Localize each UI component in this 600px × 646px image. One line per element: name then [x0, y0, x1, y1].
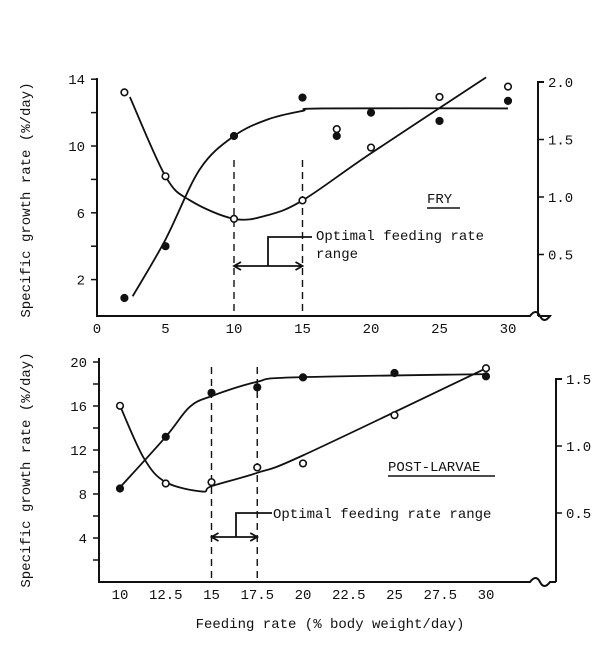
- post-larvae-y-axis-label: Specific growth rate (%/day): [19, 352, 35, 587]
- post-larvae-filled-data-point: [115, 484, 125, 493]
- post-larvae-y-tick-label: 8: [79, 488, 87, 504]
- fry-right-tick-label: 1.0: [548, 191, 573, 207]
- post-larvae-optimal-range-label: Optimal feeding rate range: [273, 507, 491, 523]
- post-larvae-range-leader: [235, 512, 272, 537]
- fry-x-tick-label: 0: [93, 322, 101, 338]
- fry-y-tick-label: 6: [77, 207, 85, 223]
- fry-filled-data-point: [332, 131, 341, 141]
- post-larvae-x-tick-label: 25: [386, 588, 403, 604]
- fry-filled-data-point: [503, 96, 513, 106]
- fry-right-axis: [537, 81, 544, 316]
- post-larvae-right-tick-label: 1.0: [566, 440, 591, 456]
- post-larvae-y-tick-label: 4: [79, 532, 87, 548]
- fry-x-axis: [96, 78, 553, 321]
- post-larvae-range-arrow: [209, 532, 260, 542]
- post-larvae-right-tick-label: 1.5: [566, 373, 591, 389]
- fry-range-leader: [267, 236, 312, 266]
- fry-x-tick-label: 5: [161, 322, 169, 338]
- post-larvae-filled-data-point: [390, 368, 399, 378]
- post-larvae-open-data-point: [481, 364, 491, 373]
- fry-filled-data-point: [161, 242, 170, 251]
- post-larvae-x-tick-label: 22.5: [332, 588, 366, 604]
- fry-y-tick-label: 14: [68, 73, 85, 89]
- fry-y-tick-label: 2: [77, 274, 85, 290]
- fry-filled-data-point: [229, 131, 239, 141]
- fry-right-tick-label: 2.0: [548, 76, 573, 92]
- post-larvae-x-tick-label: 27.5: [423, 588, 457, 604]
- fry-open-data-point: [298, 196, 307, 205]
- fry-open-data-point: [120, 88, 129, 97]
- fry-x-tick-label: 25: [431, 322, 448, 338]
- post-larvae-right-axis: [555, 378, 562, 582]
- fry-x-tick-label: 10: [226, 322, 243, 338]
- fry-open-data-point: [332, 125, 341, 134]
- post-larvae-x-tick-label: 10: [112, 588, 129, 604]
- post-larvae-filled-data-point: [207, 388, 216, 397]
- post-larvae-open-data-point: [161, 479, 170, 488]
- post-larvae-open-data-point: [298, 459, 308, 468]
- post-larvae-open-data-point: [390, 411, 399, 420]
- fry-x-tick-label: 30: [500, 322, 517, 338]
- post-larvae-x-tick-label: 15: [203, 588, 220, 604]
- fry-filled-data-point: [298, 93, 307, 102]
- fry-y-tick-label: 10: [68, 140, 85, 156]
- post-larvae-filled-data-point: [481, 372, 491, 381]
- fry-right-tick-label: 1.5: [548, 134, 573, 150]
- fry-optimal-range-label: Optimal feeding rate: [316, 229, 484, 245]
- post-larvae-x-tick-label: 12.5: [149, 588, 183, 604]
- fry-x-tick-label: 15: [294, 322, 311, 338]
- post-larvae-x-axis: [98, 358, 556, 587]
- post-larvae-panel-label: POST-LARVAE: [388, 460, 480, 476]
- fry-x-tick-label: 20: [363, 322, 380, 338]
- post-larvae-y-tick-label: 16: [70, 400, 87, 416]
- fry-optimal-range-label-2: range: [316, 247, 358, 263]
- fry-open-data-point: [161, 172, 170, 181]
- post-larvae-open-data-point: [207, 478, 216, 487]
- fry-y-axis-label: Specific growth rate (%/day): [19, 82, 35, 317]
- fry-filled-data-point: [366, 108, 376, 117]
- post-larvae-filled-data-point: [161, 432, 170, 441]
- post-larvae-x-tick-label: 20: [295, 588, 312, 604]
- post-larvae-right-tick-label: 0.5: [566, 507, 591, 523]
- fry-filled-data-point: [120, 293, 129, 303]
- x-axis-label: Feeding rate (% body weight/day): [196, 617, 465, 633]
- post-larvae-filled-data-point: [253, 383, 262, 392]
- post-larvae-x-tick-label: 17.5: [240, 588, 274, 604]
- fry-open-data-point: [435, 92, 444, 102]
- fry-open-data-point: [366, 143, 376, 152]
- fry-filled-fit-curve: [131, 107, 509, 297]
- fry-filled-data-point: [435, 116, 444, 126]
- post-larvae-x-tick-label: 30: [478, 588, 495, 604]
- post-larvae-open-data-point: [253, 463, 262, 472]
- fry-right-tick-label: 0.5: [548, 249, 573, 265]
- post-larvae-filled-data-point: [298, 373, 308, 382]
- post-larvae-y-tick-label: 20: [70, 356, 87, 372]
- post-larvae-y-tick-label: 12: [70, 444, 87, 460]
- fry-panel: Specific growth rate (%/day) FRY Optimal…: [19, 73, 573, 338]
- post-larvae-panel: Specific growth rate (%/day) Feeding rat…: [19, 352, 591, 633]
- fry-open-data-point: [503, 82, 513, 91]
- fry-open-data-point: [229, 214, 239, 223]
- fry-panel-label: FRY: [427, 192, 453, 208]
- post-larvae-open-data-point: [115, 401, 125, 410]
